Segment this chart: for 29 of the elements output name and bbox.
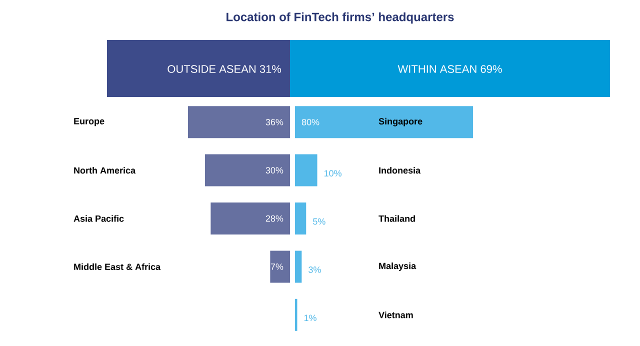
y-tick-label: Malaysia bbox=[379, 262, 416, 271]
y-tick-label: Asia Pacific bbox=[74, 215, 124, 222]
y-tick-label: North America bbox=[74, 167, 136, 174]
y-tick-label: Middle East & Africa bbox=[74, 263, 161, 270]
text: OUTSIDE ASEAN 31% bbox=[168, 65, 282, 73]
data-label: 7% bbox=[270, 264, 284, 270]
data-label: 3% bbox=[308, 266, 321, 273]
bar bbox=[295, 154, 318, 186]
y-tick-label: Europe bbox=[74, 118, 104, 126]
data-label: 36% bbox=[266, 118, 284, 126]
bar bbox=[295, 106, 474, 138]
y-tick-label: Singapore bbox=[378, 118, 422, 126]
bar bbox=[205, 154, 290, 186]
bar bbox=[188, 106, 290, 138]
bar bbox=[210, 202, 290, 235]
y-tick-label: Thailand bbox=[378, 215, 415, 222]
data-label: 5% bbox=[313, 218, 326, 225]
bar bbox=[270, 250, 290, 283]
data-label: 80% bbox=[302, 118, 320, 126]
text: Location of FinTech firms’ headquarters bbox=[226, 12, 454, 24]
bar bbox=[295, 202, 306, 235]
y-tick-label: Indonesia bbox=[379, 167, 421, 174]
bar bbox=[295, 250, 302, 283]
y-tick-label: Vietnam bbox=[378, 312, 413, 318]
data-label: 10% bbox=[324, 170, 342, 176]
data-label: 1% bbox=[304, 314, 316, 322]
data-label: 30% bbox=[266, 167, 284, 174]
data-label: 28% bbox=[266, 215, 284, 222]
text: WITHIN ASEAN 69% bbox=[398, 65, 502, 73]
